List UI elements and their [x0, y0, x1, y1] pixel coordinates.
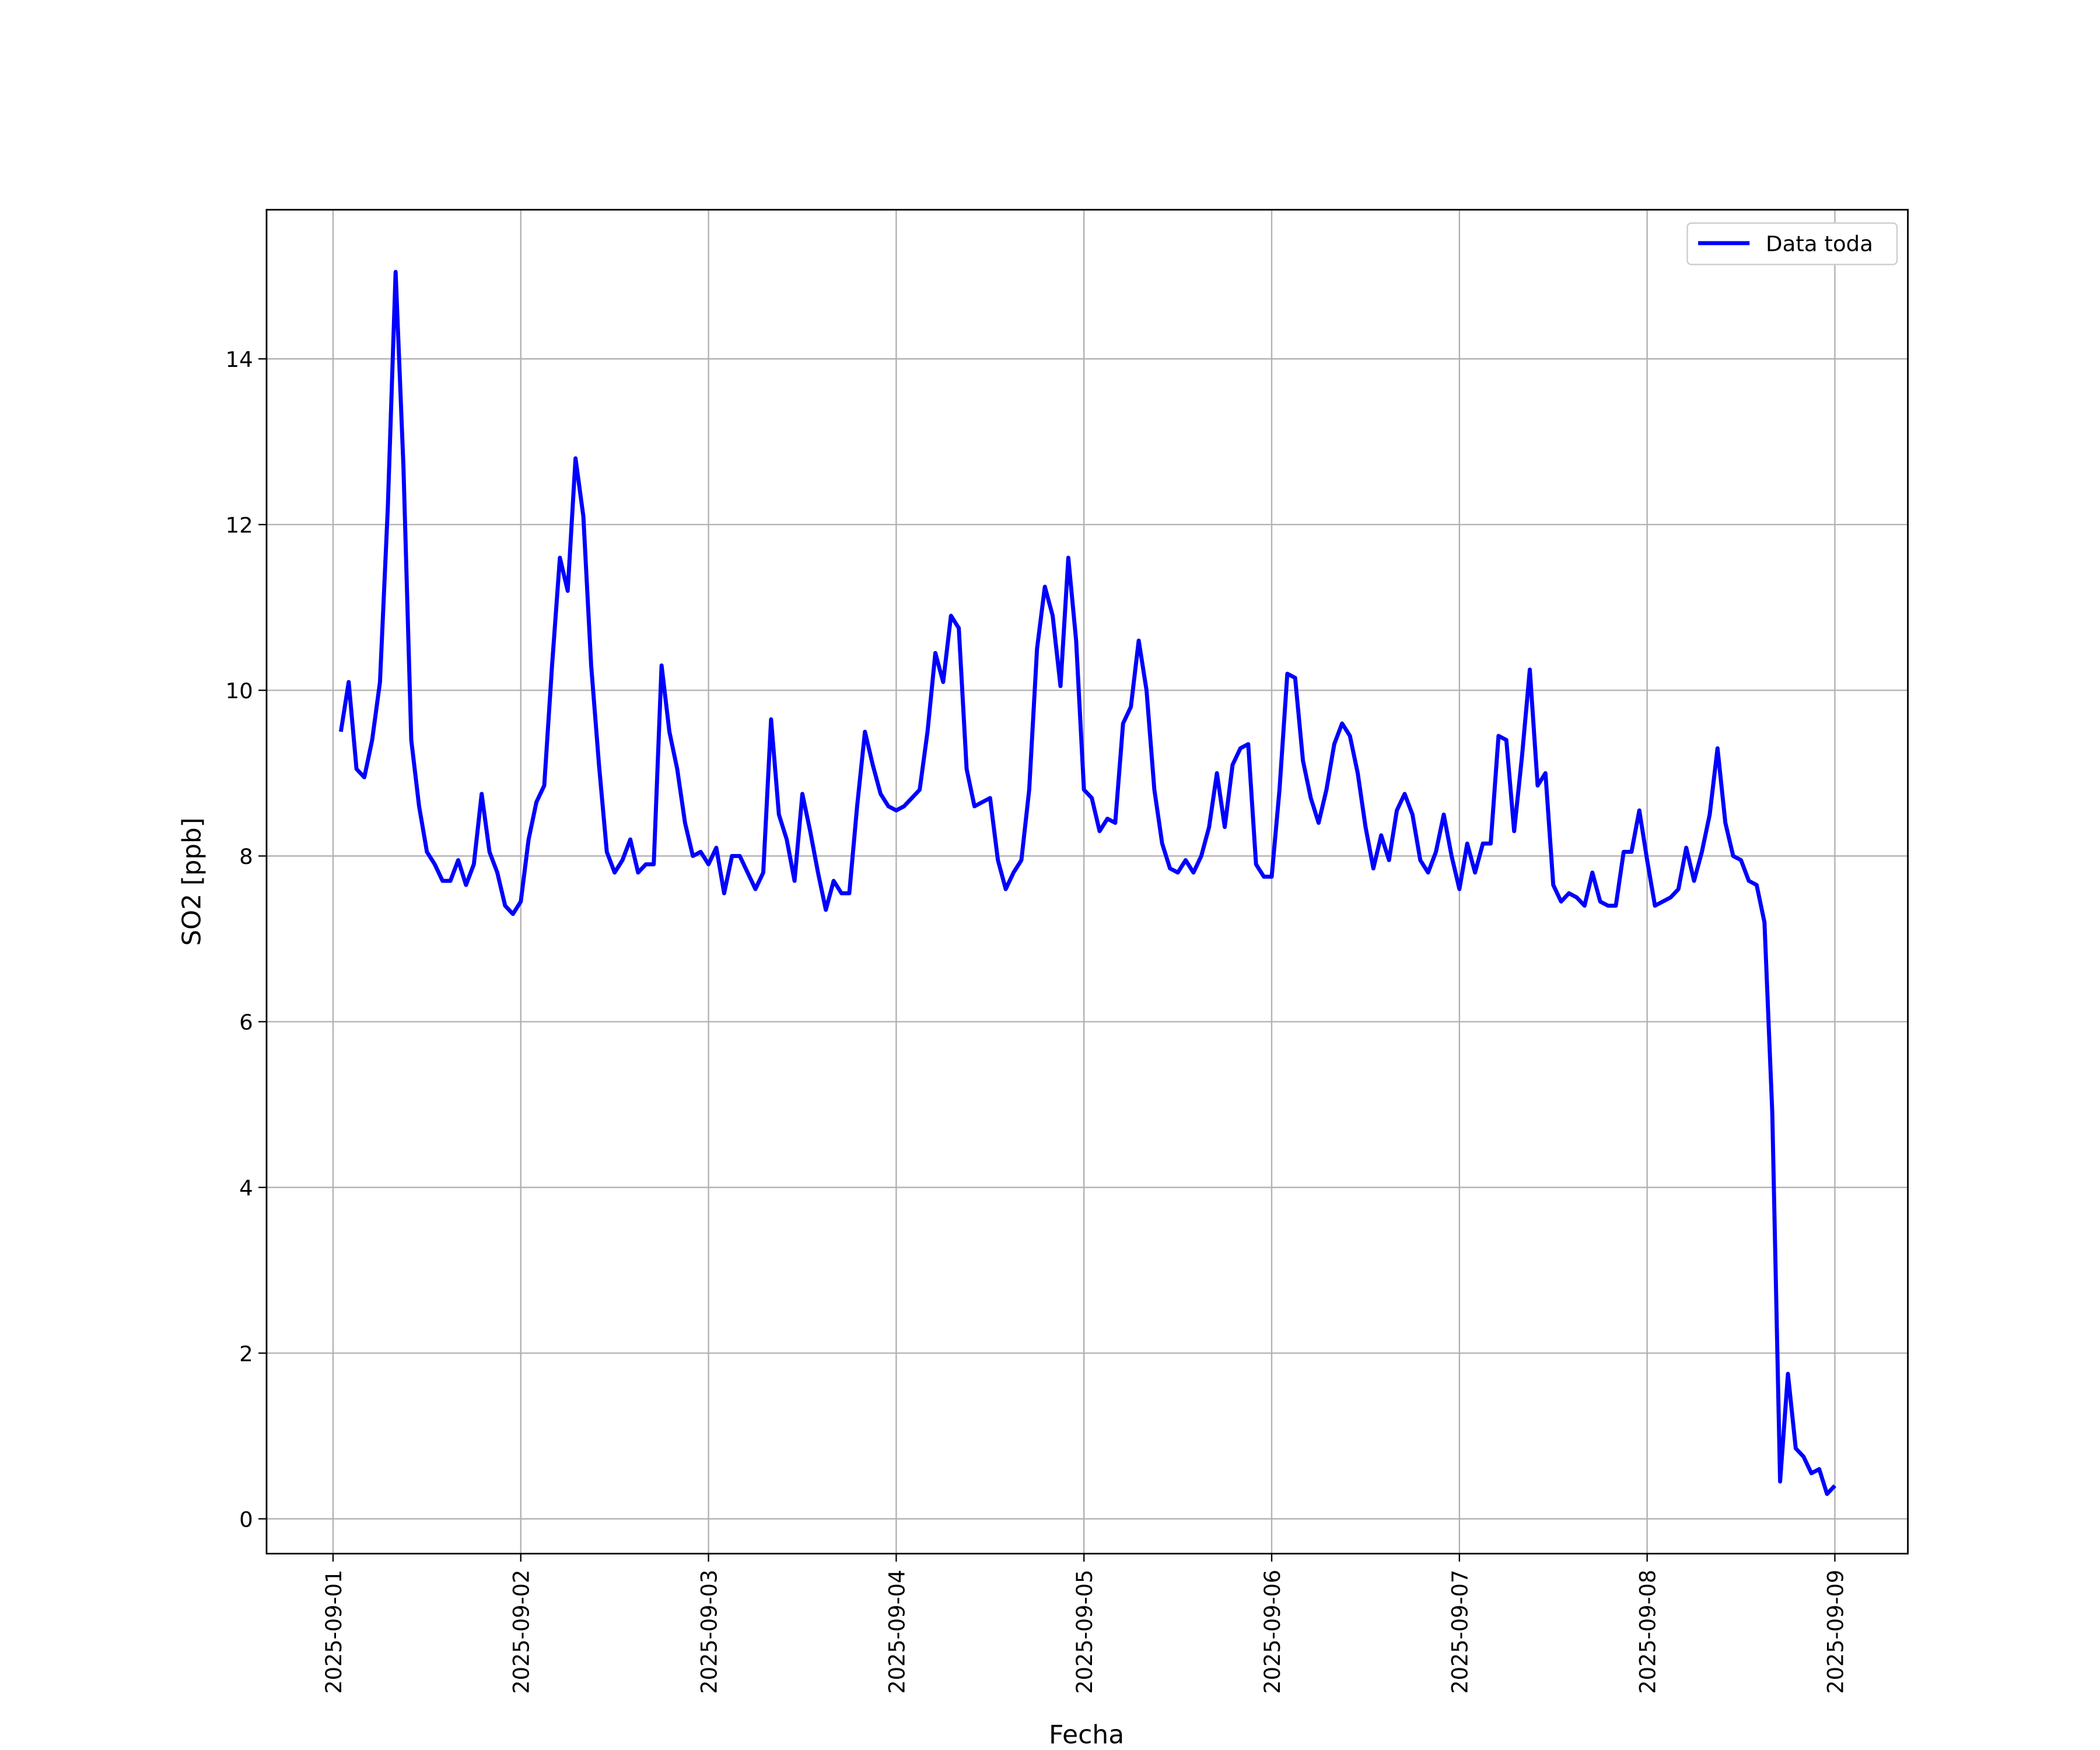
- x-tick-label: 2025-09-07: [1448, 1570, 1473, 1694]
- legend-box: [1686, 222, 1898, 265]
- y-tick-label: 2: [239, 1342, 253, 1367]
- y-tick-label: 10: [226, 678, 253, 704]
- plot-frame: [265, 209, 1909, 1555]
- grid: [258, 209, 1908, 1562]
- x-tick-label: 2025-09-03: [696, 1570, 722, 1694]
- y-tick-label: 6: [239, 1010, 253, 1035]
- x-tick-label: 2025-09-05: [1072, 1570, 1097, 1694]
- y-tick-label: 4: [239, 1176, 253, 1201]
- y-tick-label: 0: [239, 1507, 253, 1532]
- x-axis-label: Fecha: [1049, 1720, 1124, 1750]
- y-tick-label: 12: [226, 513, 253, 538]
- x-tick-label: 2025-09-08: [1635, 1570, 1660, 1694]
- marks: [338, 270, 1837, 1496]
- x-tick-label: 2025-09-04: [884, 1570, 909, 1694]
- x-tick-label: 2025-09-06: [1260, 1570, 1285, 1694]
- x-tick-label: 2025-09-02: [509, 1570, 534, 1694]
- y-tick-label: 14: [226, 347, 253, 372]
- y-tick-label: 8: [239, 844, 253, 869]
- data-line: [338, 270, 1837, 1496]
- legend: Data toda: [1686, 222, 1898, 265]
- x-tick-label: 2025-09-01: [321, 1570, 346, 1694]
- x-tick-label: 2025-09-09: [1823, 1570, 1848, 1694]
- y-axis-label: SO2 [ppb]: [177, 817, 206, 946]
- legend-label: Data toda: [1766, 232, 1873, 257]
